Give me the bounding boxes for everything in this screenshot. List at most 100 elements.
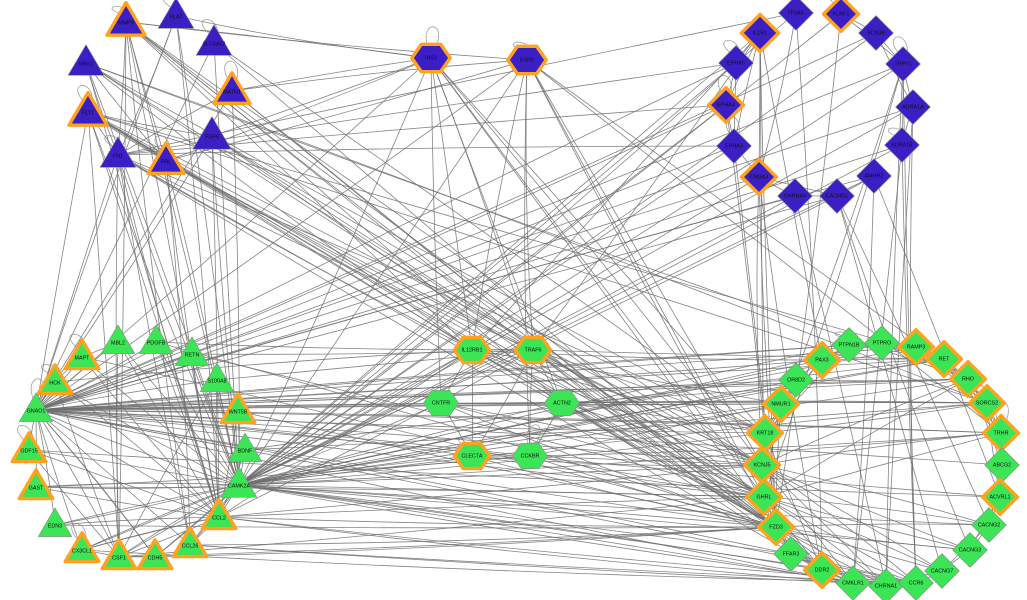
node-shape-diamond[interactable]: [778, 362, 814, 398]
node-shape-hexagon[interactable]: [506, 44, 548, 76]
node-shape-diamond[interactable]: [835, 565, 871, 600]
node-shape-diamond[interactable]: [924, 339, 964, 379]
node-shape-triangle[interactable]: [192, 116, 232, 150]
node-shape-diamond[interactable]: [744, 477, 784, 517]
node-shape-triangle[interactable]: [37, 507, 73, 537]
node-cdh5[interactable]: CDH5: [136, 538, 174, 571]
node-shape-diamond[interactable]: [858, 15, 894, 51]
node-esr2[interactable]: ESR2: [506, 44, 548, 76]
node-shape-hexagon[interactable]: [452, 441, 492, 471]
node-shape-triangle[interactable]: [99, 136, 137, 168]
node-retn[interactable]: RETN: [174, 336, 210, 366]
node-shape-diamond[interactable]: [864, 325, 900, 361]
node-nrg1[interactable]: NRG1: [67, 44, 105, 76]
node-shape-diamond[interactable]: [773, 536, 809, 572]
node-shape-triangle[interactable]: [17, 468, 55, 501]
node-ptpro[interactable]: PTPRO: [864, 325, 900, 361]
node-shape-triangle[interactable]: [100, 538, 138, 571]
node-plat[interactable]: PLAT: [157, 0, 195, 29]
node-shape-diamond[interactable]: [948, 359, 988, 399]
node-shape-diamond[interactable]: [739, 12, 781, 54]
node-shape-diamond[interactable]: [802, 340, 842, 380]
node-shape-triangle[interactable]: [138, 324, 174, 354]
node-shape-diamond[interactable]: [821, 0, 861, 34]
node-shape-diamond[interactable]: [885, 46, 921, 82]
node-shape-diamond[interactable]: [884, 127, 920, 163]
node-il12rb1[interactable]: IL12RB1: [452, 335, 492, 365]
node-shape-triangle[interactable]: [195, 24, 233, 56]
node-shape-diamond[interactable]: [952, 532, 988, 568]
node-shape-diamond[interactable]: [778, 0, 814, 31]
node-shape-diamond[interactable]: [971, 507, 1007, 543]
node-shape-triangle[interactable]: [36, 363, 74, 396]
node-pdgfb[interactable]: PDGFB: [138, 324, 174, 354]
node-shape-hexagon[interactable]: [410, 42, 452, 74]
node-shape-diamond[interactable]: [739, 157, 779, 197]
node-shape-diamond[interactable]: [856, 158, 892, 194]
node-shape-diamond[interactable]: [898, 565, 934, 600]
node-shape-diamond[interactable]: [895, 89, 931, 125]
node-shape-diamond[interactable]: [706, 85, 746, 125]
node-shape-triangle[interactable]: [200, 498, 238, 531]
node-shape-triangle[interactable]: [146, 141, 186, 176]
node-slc6a12[interactable]: SLC6A12: [195, 24, 233, 56]
node-cckbr[interactable]: CCKBR: [512, 443, 548, 469]
node-mbl2[interactable]: MBL2: [100, 324, 136, 354]
node-flt1[interactable]: FLT1: [67, 90, 109, 127]
node-shape-diamond[interactable]: [761, 384, 801, 424]
node-shape-hexagon[interactable]: [544, 390, 580, 416]
node-shape-triangle[interactable]: [63, 338, 101, 371]
node-cacng3[interactable]: CACNG3: [952, 532, 988, 568]
node-shape-triangle[interactable]: [10, 431, 48, 464]
node-shape-diamond[interactable]: [896, 327, 936, 367]
node-shape-diamond[interactable]: [777, 178, 813, 214]
node-shape-diamond[interactable]: [980, 477, 1020, 517]
node-clec7a[interactable]: CLEC7A: [452, 441, 492, 471]
node-shape-triangle[interactable]: [100, 324, 136, 354]
node-shape-diamond[interactable]: [716, 128, 752, 164]
node-shape-triangle[interactable]: [67, 90, 109, 127]
node-scn3b[interactable]: SCN3B: [858, 15, 894, 51]
node-irs1[interactable]: IRS1: [410, 42, 452, 74]
node-epha3[interactable]: EPHA3: [716, 128, 752, 164]
node-abcg2[interactable]: ABCG2: [984, 447, 1020, 483]
node-shape-triangle[interactable]: [18, 392, 54, 422]
node-shape-triangle[interactable]: [219, 392, 257, 425]
node-shape-diamond[interactable]: [718, 45, 754, 81]
node-shape-diamond[interactable]: [756, 507, 796, 547]
node-itga5[interactable]: ITGA5: [778, 0, 814, 31]
node-shape-triangle[interactable]: [174, 336, 210, 366]
node-klrf1[interactable]: KLRF1: [821, 0, 861, 34]
node-cnga3[interactable]: CNGA3: [739, 157, 779, 197]
node-shape-triangle[interactable]: [157, 0, 195, 29]
node-shape-diamond[interactable]: [967, 383, 1007, 423]
node-gdf15[interactable]: GDF15: [10, 431, 48, 464]
node-traf6[interactable]: TRAF6: [513, 335, 553, 365]
node-shape-hexagon[interactable]: [452, 335, 492, 365]
node-shape-diamond[interactable]: [984, 447, 1020, 483]
node-shape-triangle[interactable]: [227, 432, 263, 462]
node-shape-triangle[interactable]: [67, 44, 105, 76]
node-fgf6[interactable]: FGF6: [192, 116, 232, 150]
node-shape-triangle[interactable]: [136, 538, 174, 571]
node-shape-triangle[interactable]: [199, 362, 235, 392]
node-cacng1[interactable]: CACNG1: [819, 178, 855, 214]
node-il1r1[interactable]: IL1R1: [739, 12, 781, 54]
node-epha4[interactable]: EPHA4: [706, 85, 746, 125]
node-shape-diamond[interactable]: [868, 568, 904, 600]
node-shape-triangle[interactable]: [171, 526, 209, 559]
node-shape-hexagon[interactable]: [513, 335, 553, 365]
node-shape-hexagon[interactable]: [512, 443, 548, 469]
node-layer[interactable]: MMP9PLATSLC6A12NRG1MATN1FLT1FGF6FN1PRLIR…: [10, 0, 1021, 600]
node-shape-hexagon[interactable]: [423, 390, 459, 416]
node-shape-diamond[interactable]: [831, 327, 867, 363]
node-shape-triangle[interactable]: [63, 531, 101, 564]
node-shape-diamond[interactable]: [819, 178, 855, 214]
node-shape-diamond[interactable]: [802, 550, 842, 590]
node-shape-triangle[interactable]: [220, 466, 258, 498]
node-shape-triangle[interactable]: [212, 71, 252, 106]
node-shape-triangle[interactable]: [105, 0, 147, 37]
node-shape-diamond[interactable]: [924, 553, 960, 589]
